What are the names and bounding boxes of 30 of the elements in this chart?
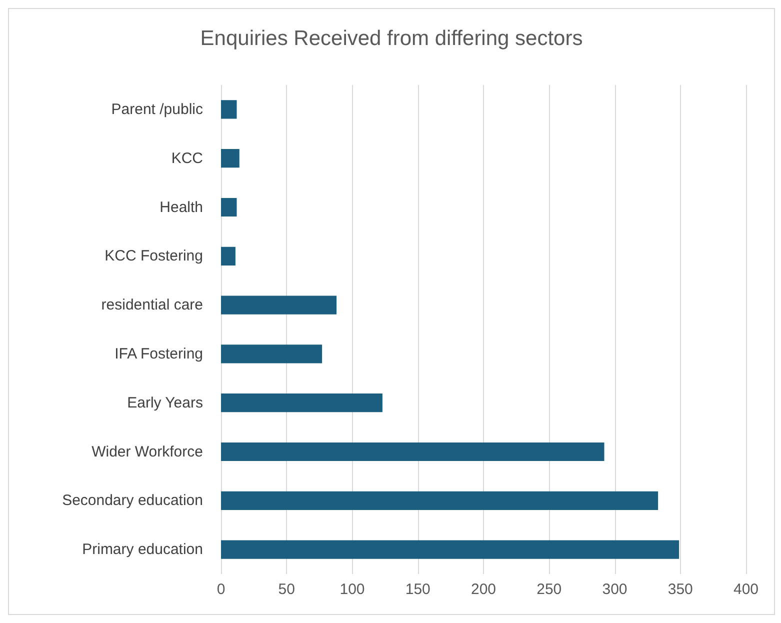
bar [221,540,680,559]
y-tick-label: KCC Fostering [104,248,203,265]
bar [221,394,382,412]
bar [221,198,237,217]
chart-title: Enquiries Received from differing sectors [200,27,583,50]
y-tick-label: IFA Fostering [114,345,203,362]
x-tick-label: 0 [216,581,226,598]
y-tick-label: Wider Workforce [92,443,203,460]
y-tick-label: Health [160,198,203,216]
y-tick-label: KCC [171,150,204,167]
x-tick-label: 150 [405,581,430,598]
x-tick-label: 300 [602,581,628,598]
x-tick-label: 350 [668,581,693,598]
bar [221,491,658,510]
y-tick-label: Secondary education [62,492,203,510]
x-tick-label: 200 [470,581,496,598]
x-tick-label: 100 [340,581,365,598]
y-tick-label: Early Years [127,394,203,412]
y-tick-label: Parent /public [111,100,204,118]
bar [221,442,604,462]
y-tick-label: Primary education [82,541,203,558]
bar [221,100,237,119]
x-tick-label: 250 [536,581,562,598]
bar [221,246,236,266]
bar [221,149,240,168]
x-tick-label: 400 [733,581,759,598]
x-tick-label: 50 [278,581,295,598]
bar [221,296,336,314]
y-tick-label: residential care [101,296,203,314]
bar [221,344,322,364]
